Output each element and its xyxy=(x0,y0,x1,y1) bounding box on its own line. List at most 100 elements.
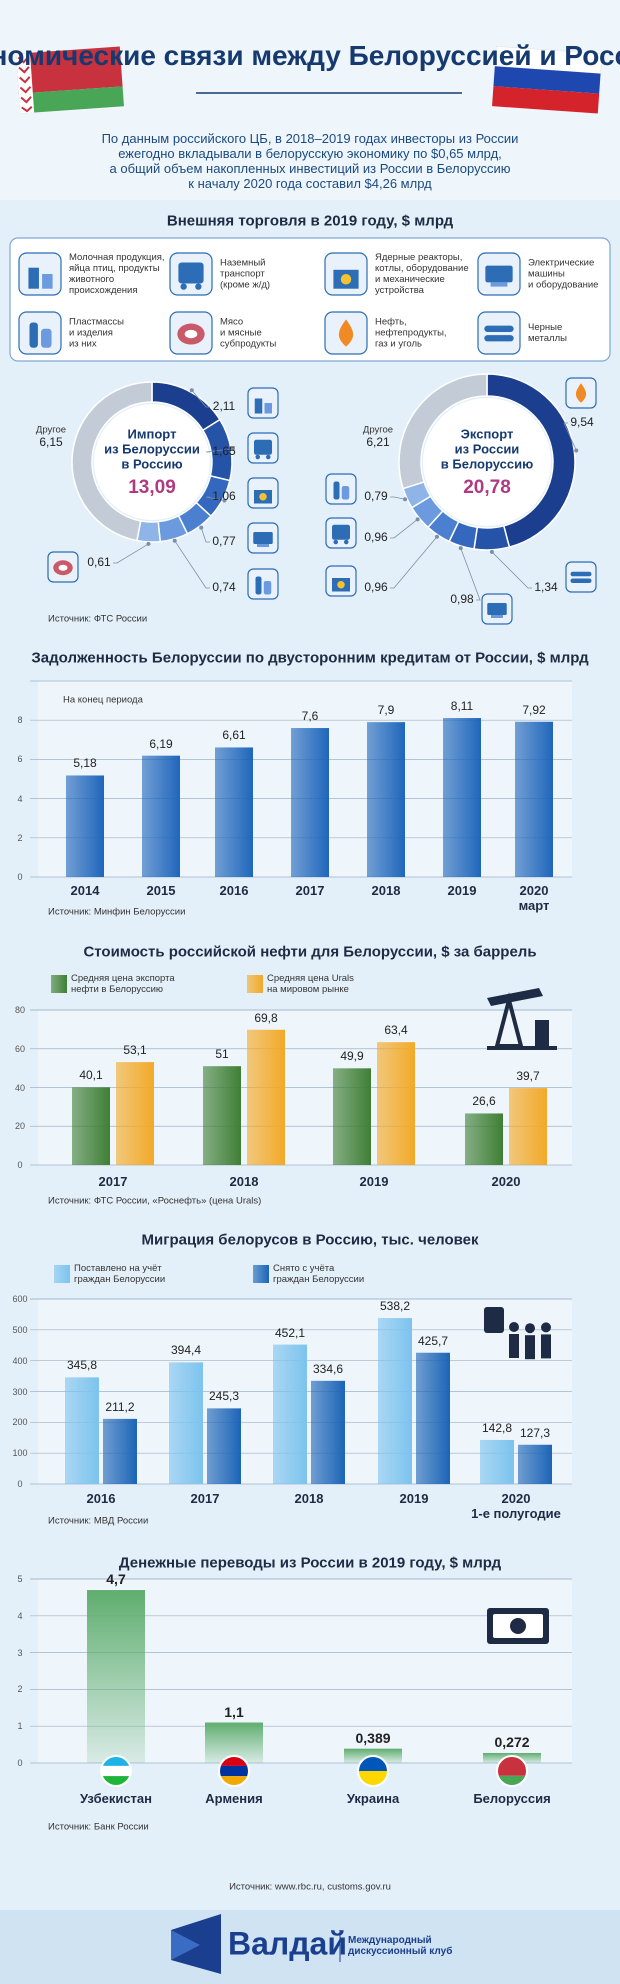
source-note: Источник: Минфин Белоруссии xyxy=(48,906,186,918)
leader-dot xyxy=(189,388,194,393)
icon-shape xyxy=(494,992,524,1048)
bar xyxy=(333,1068,371,1165)
flag-stripe xyxy=(219,1756,249,1766)
footer-band xyxy=(0,1910,620,1984)
y-tick-label: 2 xyxy=(17,832,23,843)
value-label: 6,19 xyxy=(149,736,173,751)
icon-shape xyxy=(340,274,352,285)
segment-label: 1,65 xyxy=(212,444,236,459)
value-label: 425,7 xyxy=(417,1333,449,1348)
bar xyxy=(72,1087,110,1165)
country-flag xyxy=(100,1755,132,1787)
x-tick-label: 2016 xyxy=(86,1491,116,1506)
icon-shape xyxy=(541,1322,551,1333)
money-icon xyxy=(487,1608,549,1644)
icon-shape xyxy=(491,615,503,618)
flag-stripe xyxy=(101,1776,131,1786)
logo-text: Валдай xyxy=(228,1925,348,1962)
y-tick-label: 300 xyxy=(12,1386,28,1397)
icon xyxy=(477,252,521,296)
bar xyxy=(518,1444,552,1484)
leader-line xyxy=(191,390,210,408)
bar xyxy=(65,1377,99,1484)
bar xyxy=(480,1439,514,1484)
icon-frame xyxy=(18,311,62,355)
icon-frame xyxy=(565,561,597,593)
icon xyxy=(565,561,597,593)
icon-shape xyxy=(257,544,269,547)
source-note: Источник: www.rbc.ru, customs.gov.ru xyxy=(229,1881,391,1893)
y-tick-label: 4 xyxy=(17,793,23,804)
icon-shape xyxy=(333,539,338,545)
legend-label: Поставлено на учёт граждан Белоруссии xyxy=(74,1263,166,1285)
icon-shape xyxy=(184,329,198,339)
x-tick-label: 2017 xyxy=(98,1174,128,1189)
value-label: 5,18 xyxy=(73,756,97,771)
y-tick-label: 400 xyxy=(12,1355,28,1366)
value-label: 51 xyxy=(215,1047,229,1062)
legend-label: Черные металлы xyxy=(528,322,567,344)
icon xyxy=(247,568,279,600)
icon-shape xyxy=(178,262,204,284)
value-label: 245,3 xyxy=(208,1389,240,1404)
y-tick-label: 80 xyxy=(14,1004,26,1015)
x-tick-label: 2018 xyxy=(371,883,401,898)
value-label: 8,11 xyxy=(450,699,474,714)
y-tick-label: 2 xyxy=(17,1684,23,1695)
segment-label: 0,77 xyxy=(212,534,236,549)
bar xyxy=(207,1408,241,1484)
x-tick-label: Украина xyxy=(346,1791,400,1806)
value-label: 211,2 xyxy=(105,1399,135,1414)
value-label: 7,92 xyxy=(522,702,546,717)
x-tick-label: Армения xyxy=(205,1791,263,1806)
y-tick-label: 6 xyxy=(17,754,23,765)
chart-title: Стоимость российской нефти для Белорусси… xyxy=(83,943,537,961)
value-label: 0,389 xyxy=(355,1729,391,1746)
legend-swatch xyxy=(54,1265,70,1283)
icon-shape xyxy=(510,1618,526,1634)
bar xyxy=(509,1088,547,1165)
legend-swatch xyxy=(51,975,67,993)
x-tick-label: 2018 xyxy=(229,1174,259,1189)
bar xyxy=(416,1352,450,1484)
chart-title: Миграция белорусов в Россию, тыс. челове… xyxy=(141,1231,479,1249)
legend-label: Средняя цена Urals на мировом рынке xyxy=(267,973,354,995)
bar xyxy=(247,1029,285,1165)
x-tick-label: 2016 xyxy=(219,883,249,898)
icon-shape xyxy=(575,383,587,403)
section-title: Внешняя торговля в 2019 году, $ млрд xyxy=(166,212,454,230)
leader-dot xyxy=(403,497,408,502)
bar xyxy=(443,718,481,877)
icon-shape xyxy=(263,581,272,595)
x-tick-label: 2017 xyxy=(190,1491,220,1506)
icon-shape xyxy=(525,1335,535,1360)
legend-box xyxy=(9,237,611,362)
icon-shape xyxy=(195,283,202,290)
flag-stripe xyxy=(358,1756,388,1771)
icon-shape xyxy=(541,1334,551,1359)
icon xyxy=(565,377,597,409)
icon xyxy=(247,432,279,464)
annotation: На конец периода xyxy=(63,694,143,706)
leader-dot xyxy=(434,534,439,539)
leader-dot xyxy=(230,446,235,451)
value-label: 49,9 xyxy=(340,1049,364,1064)
icon-shape xyxy=(570,571,592,577)
flag-russia xyxy=(492,46,603,114)
bar xyxy=(291,728,329,877)
icon xyxy=(18,252,62,296)
bar xyxy=(169,1362,203,1484)
x-tick-label: 2015 xyxy=(146,883,176,898)
segment-label: 9,54 xyxy=(570,415,594,430)
legend-label: Молочная продукция, яйца птиц, продукты … xyxy=(69,252,165,296)
chart-title: Задолженность Белоруссии по двусторонним… xyxy=(31,649,589,667)
segment-label: 2,11 xyxy=(212,399,236,414)
icon-shape xyxy=(253,532,273,544)
flag-border xyxy=(218,1755,250,1787)
value-label: 394,4 xyxy=(170,1343,202,1358)
segment-label: 0,98 xyxy=(450,592,474,607)
oil-pump-icon xyxy=(487,988,557,1050)
donut-segment xyxy=(71,381,153,542)
leader-line xyxy=(205,448,233,453)
leader-dot xyxy=(222,498,227,503)
